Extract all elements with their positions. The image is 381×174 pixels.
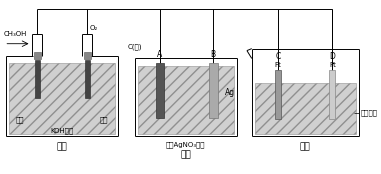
Bar [275,70,281,120]
Text: C(砖): C(砖) [128,43,142,50]
Bar [85,60,90,98]
Text: 丙池: 丙池 [300,143,311,152]
Bar [9,63,115,134]
Text: A: A [157,50,162,59]
Text: 电极: 电极 [16,116,24,123]
Text: C: C [275,52,280,61]
Text: D: D [330,52,335,61]
Text: 甲池: 甲池 [56,143,67,152]
Text: Ag: Ag [224,88,235,97]
Bar [35,60,40,98]
Bar [209,63,218,117]
Text: 乙池: 乙池 [180,150,191,159]
Text: B: B [210,50,216,59]
Text: Pt: Pt [329,62,336,68]
Bar [84,52,91,60]
Bar [156,63,165,117]
Text: KOH溶液: KOH溶液 [50,127,73,134]
Bar [34,52,41,60]
Text: 基盐溶液: 基盐溶液 [360,109,378,116]
Bar [138,66,234,134]
Bar [255,83,355,134]
Text: 过量AgNO₃溶液: 过量AgNO₃溶液 [166,142,205,148]
Text: O₂: O₂ [90,25,98,31]
Text: Pt: Pt [275,62,282,68]
Text: 电极: 电极 [100,116,109,123]
Text: CH₃OH: CH₃OH [3,31,27,37]
Bar [330,70,335,120]
